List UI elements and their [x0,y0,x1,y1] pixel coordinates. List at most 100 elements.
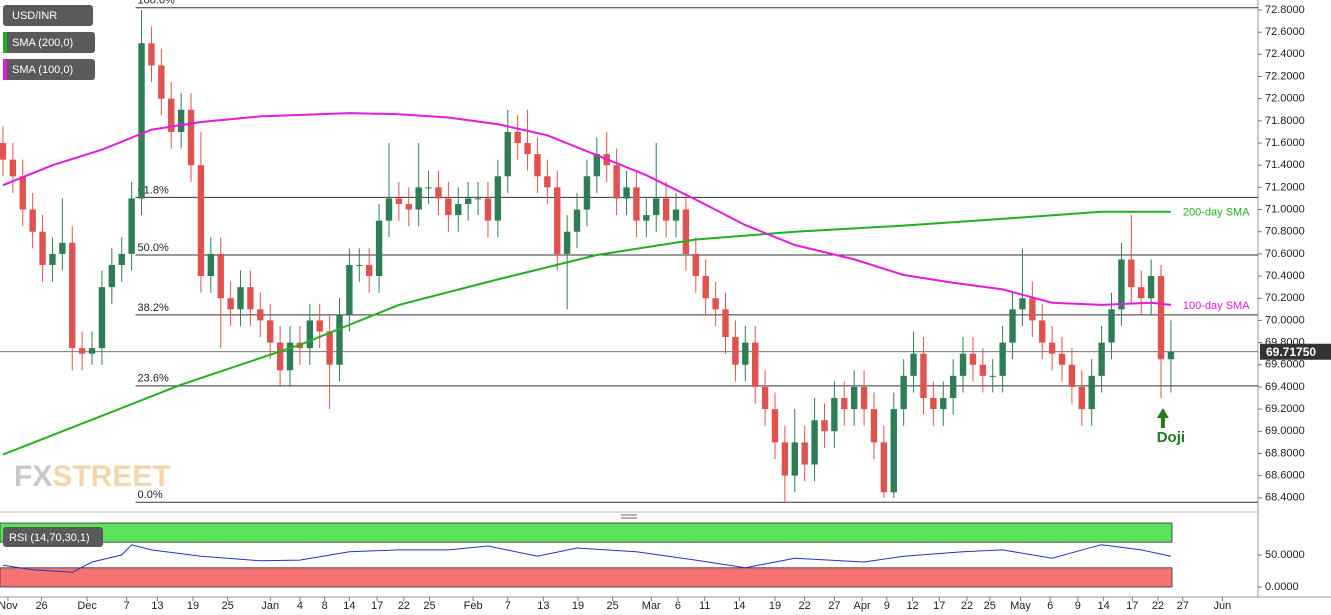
candle-body [128,198,135,254]
candle-body [385,198,393,221]
candle-body [910,353,917,376]
doji-label: Doji [1157,429,1185,446]
candle-body [49,253,56,265]
y-tick-label: 71.8000 [1265,115,1305,127]
candle-body [168,98,175,132]
candle-body [593,154,601,177]
candle-body [702,276,709,299]
x-tick-label: 7 [505,600,511,612]
legend-label: USD/INR [12,10,57,22]
y-tick-label: 71.6000 [1265,137,1305,149]
sma-line [2,112,1172,306]
last-price-label: 69.71750 [1266,345,1316,359]
fib-label: 100.0% [138,0,176,7]
candle-body [771,409,779,443]
y-tick-label: 72.4000 [1265,48,1305,60]
overbought-zone [0,522,1173,543]
candle-body [563,231,571,254]
candle-body [267,320,274,343]
y-tick-label: 70.4000 [1265,270,1305,282]
rsi-tick-label: 50.0000 [1265,549,1305,561]
candle-body [751,342,759,387]
x-tick-label: 25 [984,600,996,612]
legend-box [3,5,93,26]
candle-body [237,287,244,310]
candle-body [870,409,878,443]
candle-body [98,287,106,349]
legend-box [3,32,95,53]
candle-body [415,187,422,210]
candle-body [682,209,690,254]
candle-body [88,348,96,354]
candle-body [534,154,541,177]
legend-label: SMA (200,0) [12,37,73,49]
x-tick-label: 26 [35,600,47,612]
oversold-zone [0,567,1173,588]
candle-body [484,198,492,221]
watermark: FXSTREET [14,460,171,493]
candle-body [613,165,620,199]
x-tick-label: 7 [124,600,130,612]
candle-body [573,209,581,232]
candle-body [643,215,650,221]
sma-label: 100-day SMA [1183,300,1250,312]
candle-body [1068,364,1076,387]
x-tick-label: 22 [961,600,973,612]
fib-label: 50.0% [138,242,169,254]
candle-body [940,398,947,410]
x-tick-label: 14 [733,600,745,612]
x-tick-label: 12 [906,600,918,612]
candle-body [672,209,680,221]
candle-body [831,398,838,432]
candle-body [158,65,165,99]
y-tick-label: 70.8000 [1265,226,1305,238]
x-tick-label: 27 [1177,600,1189,612]
candle-body [227,298,234,310]
candle-body [900,375,907,410]
x-tick-label: 17 [933,600,945,612]
candle-body [1128,259,1135,288]
candle-body [1019,298,1026,310]
legend-label: SMA (100,0) [12,64,73,76]
y-tick-label: 72.2000 [1265,70,1305,82]
x-tick-label: 22 [1152,600,1164,612]
candle-body [969,353,977,365]
x-tick-label: 17 [371,600,383,612]
x-tick-label: 22 [398,600,410,612]
watermark-part: FX [14,460,52,493]
candle-body [732,337,739,365]
x-tick-label: Dec [77,600,97,612]
y-tick-label: 71.4000 [1265,159,1305,171]
candle-body [405,204,412,210]
candle-body [346,264,353,315]
candle-body [445,198,452,216]
candle-body [801,442,808,465]
fib-label: 23.6% [138,373,169,385]
y-tick-label: 68.6000 [1265,470,1305,482]
candle-body [979,364,987,376]
legend-box [3,59,95,80]
x-tick-label: 8 [322,600,328,612]
x-tick-label: 19 [187,600,199,612]
candle-body [108,264,116,288]
y-tick-label: 70.6000 [1265,248,1305,260]
y-tick-label: 69.2000 [1265,403,1305,415]
candle-body [118,253,125,265]
candle-body [999,342,1006,376]
candle-body [860,386,868,410]
candle-body [69,242,76,349]
candle-body [0,143,7,160]
candle-body [1157,276,1165,360]
candle-body [1118,259,1125,310]
candle-body [811,420,818,465]
candle-body [494,176,502,221]
x-tick-label: 13 [537,600,549,612]
x-tick-label: 9 [1075,600,1081,612]
x-tick-label: 17 [1126,600,1138,612]
candle-body [187,109,195,166]
candle-body [989,375,996,377]
candle-body [742,342,749,365]
candle-body [623,187,630,199]
x-tick-label: 14 [343,600,355,612]
x-tick-label: Jan [261,600,279,612]
